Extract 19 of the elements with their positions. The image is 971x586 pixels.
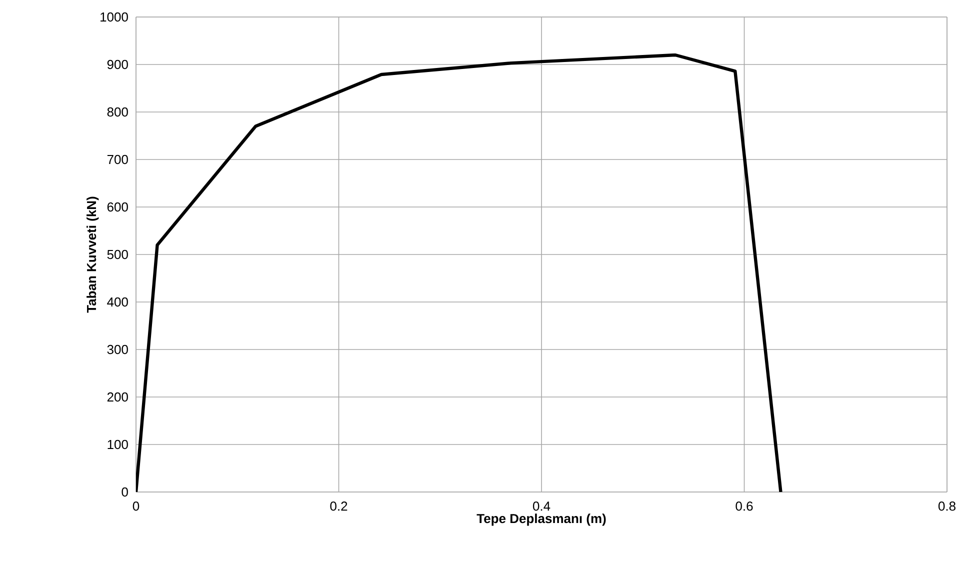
x-tick-label: 0.2 [330,502,348,511]
y-tick-label: 300 [107,344,128,354]
y-tick-label: 1000 [100,12,128,22]
y-tick-label: 500 [107,250,128,260]
y-tick-label: 0 [122,487,128,497]
x-tick-label: 0.8 [938,502,956,511]
x-axis-title: Tepe Deplasmanı (m) [476,514,606,526]
x-tick-label: 0.6 [736,502,753,511]
y-tick-label: 100 [108,440,128,450]
y-tick-label: 800 [107,107,128,117]
y-tick-label: 200 [107,392,128,402]
x-tick-label: 0.4 [532,502,550,511]
y-axis-title: Taban Kuvveti (kN) [86,196,99,313]
y-tick-label: 900 [107,60,128,70]
y-tick-label: 700 [107,154,128,164]
x-tick-label: 0 [132,502,140,511]
line-series [136,53,782,492]
y-tick-label: 400 [107,297,128,307]
y-tick-label: 600 [107,202,128,212]
